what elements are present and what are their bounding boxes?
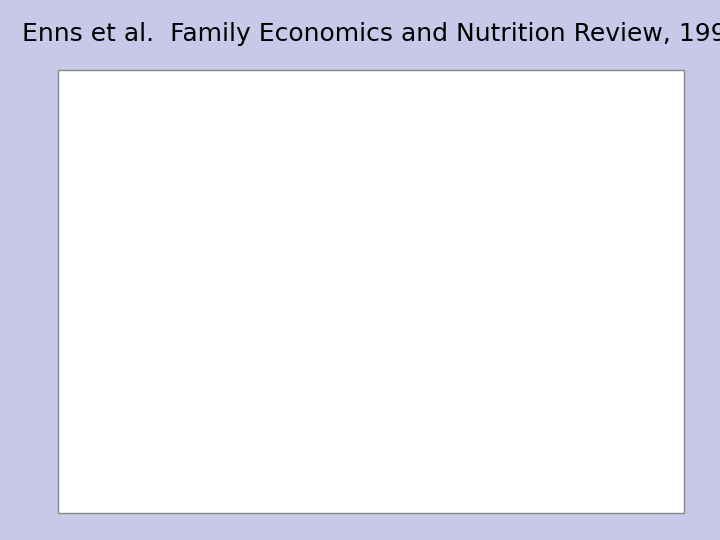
Text: +162: +162: [570, 492, 598, 501]
Text: +100: +100: [420, 469, 447, 478]
Text: +44: +44: [423, 170, 444, 179]
Text: +112: +112: [420, 262, 447, 271]
Text: Men: Men: [572, 145, 595, 154]
Text: Beer and ale: Beer and ale: [76, 446, 147, 455]
Text: +49: +49: [573, 377, 594, 386]
Text: +100: +100: [420, 446, 447, 455]
Text: Whole milk: Whole milk: [76, 331, 140, 340]
Text: Beverages: Beverages: [76, 423, 130, 432]
Text: Enns et al.  Family Economics and Nutrition Review, 1997.: Enns et al. Family Economics and Nutriti…: [22, 22, 720, 45]
Text: +107: +107: [420, 193, 447, 202]
Text: Food: Food: [170, 145, 196, 154]
Text: -47: -47: [576, 331, 592, 340]
Text: +42: +42: [423, 377, 444, 386]
Text: +129: +129: [570, 193, 598, 202]
Text: +10: +10: [423, 239, 444, 248]
Text: +90: +90: [573, 262, 594, 271]
Text: Soft drinks: Soft drinks: [76, 492, 138, 501]
Text: Percent change in amounts consumed: Percent change in amounts consumed: [352, 126, 540, 134]
Text: Meat, poultry, and fish mixtures: Meat, poultry, and fish mixtures: [76, 377, 239, 386]
Text: Bananas: Bananas: [76, 262, 126, 271]
Text: Grain products: Grain products: [76, 170, 153, 179]
Text: Table 5. Trends in food intakes, 1977-78 to 1994-95: Women and men: Table 5. Trends in food intakes, 1977-78…: [76, 86, 480, 94]
Text: 20 years and over, 1 day, NFCS 1977-78 and CSFII 1994-95: 20 years and over, 1 day, NFCS 1977-78 a…: [76, 99, 418, 108]
Text: +146: +146: [570, 469, 598, 478]
Text: -17: -17: [576, 308, 592, 317]
Text: +114: +114: [420, 492, 447, 501]
Text: +21: +21: [573, 239, 594, 248]
Text: -11: -11: [426, 308, 441, 317]
Text: Fluid milk: Fluid milk: [76, 308, 127, 317]
Text: +25: +25: [423, 423, 444, 432]
Text: +43: +43: [573, 170, 594, 179]
Text: Fruit drinks and ades: Fruit drinks and ades: [76, 469, 192, 478]
Text: Women: Women: [414, 145, 453, 154]
Text: +47: +47: [573, 423, 594, 432]
Text: Mixtures: Mixtures: [76, 193, 128, 202]
Text: Fruit: Fruit: [76, 239, 102, 248]
Text: +79: +79: [573, 446, 594, 455]
Text: -48: -48: [426, 331, 441, 340]
